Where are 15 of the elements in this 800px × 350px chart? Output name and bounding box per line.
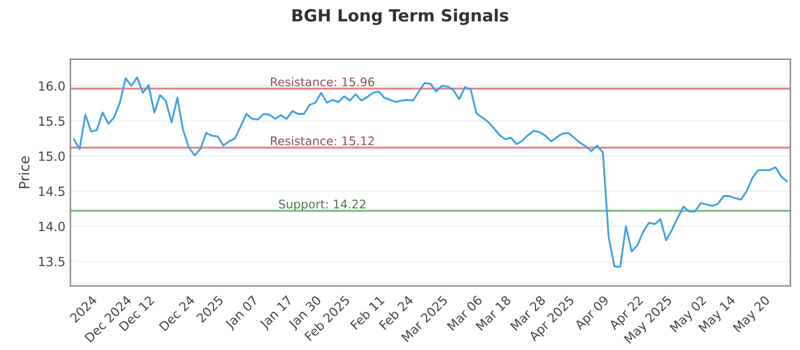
y-tick-label: 14.0 (39, 222, 65, 232)
ref-line-label: Resistance: 15.12 (270, 136, 374, 146)
ref-line-label: Support: 14.22 (279, 200, 366, 211)
line-series (72, 76, 788, 268)
y-tick-label: 16.0 (39, 81, 65, 91)
y-axis-title: Price (18, 156, 30, 188)
chart-title: BGH Long Term Signals (292, 8, 508, 26)
y-tick-label: 13.5 (39, 256, 64, 266)
y-tick-label: 14.5 (39, 186, 64, 196)
x-tick-label: Apr 09 (574, 295, 611, 332)
y-tick-label: 15.5 (39, 116, 64, 126)
x-tick-label: Jan 07 (224, 295, 260, 331)
y-tick-label: 15.0 (39, 152, 65, 161)
x-tick-label: Dec 24 (158, 294, 196, 332)
ref-line-label: Resistance: 15.96 (270, 77, 374, 86)
